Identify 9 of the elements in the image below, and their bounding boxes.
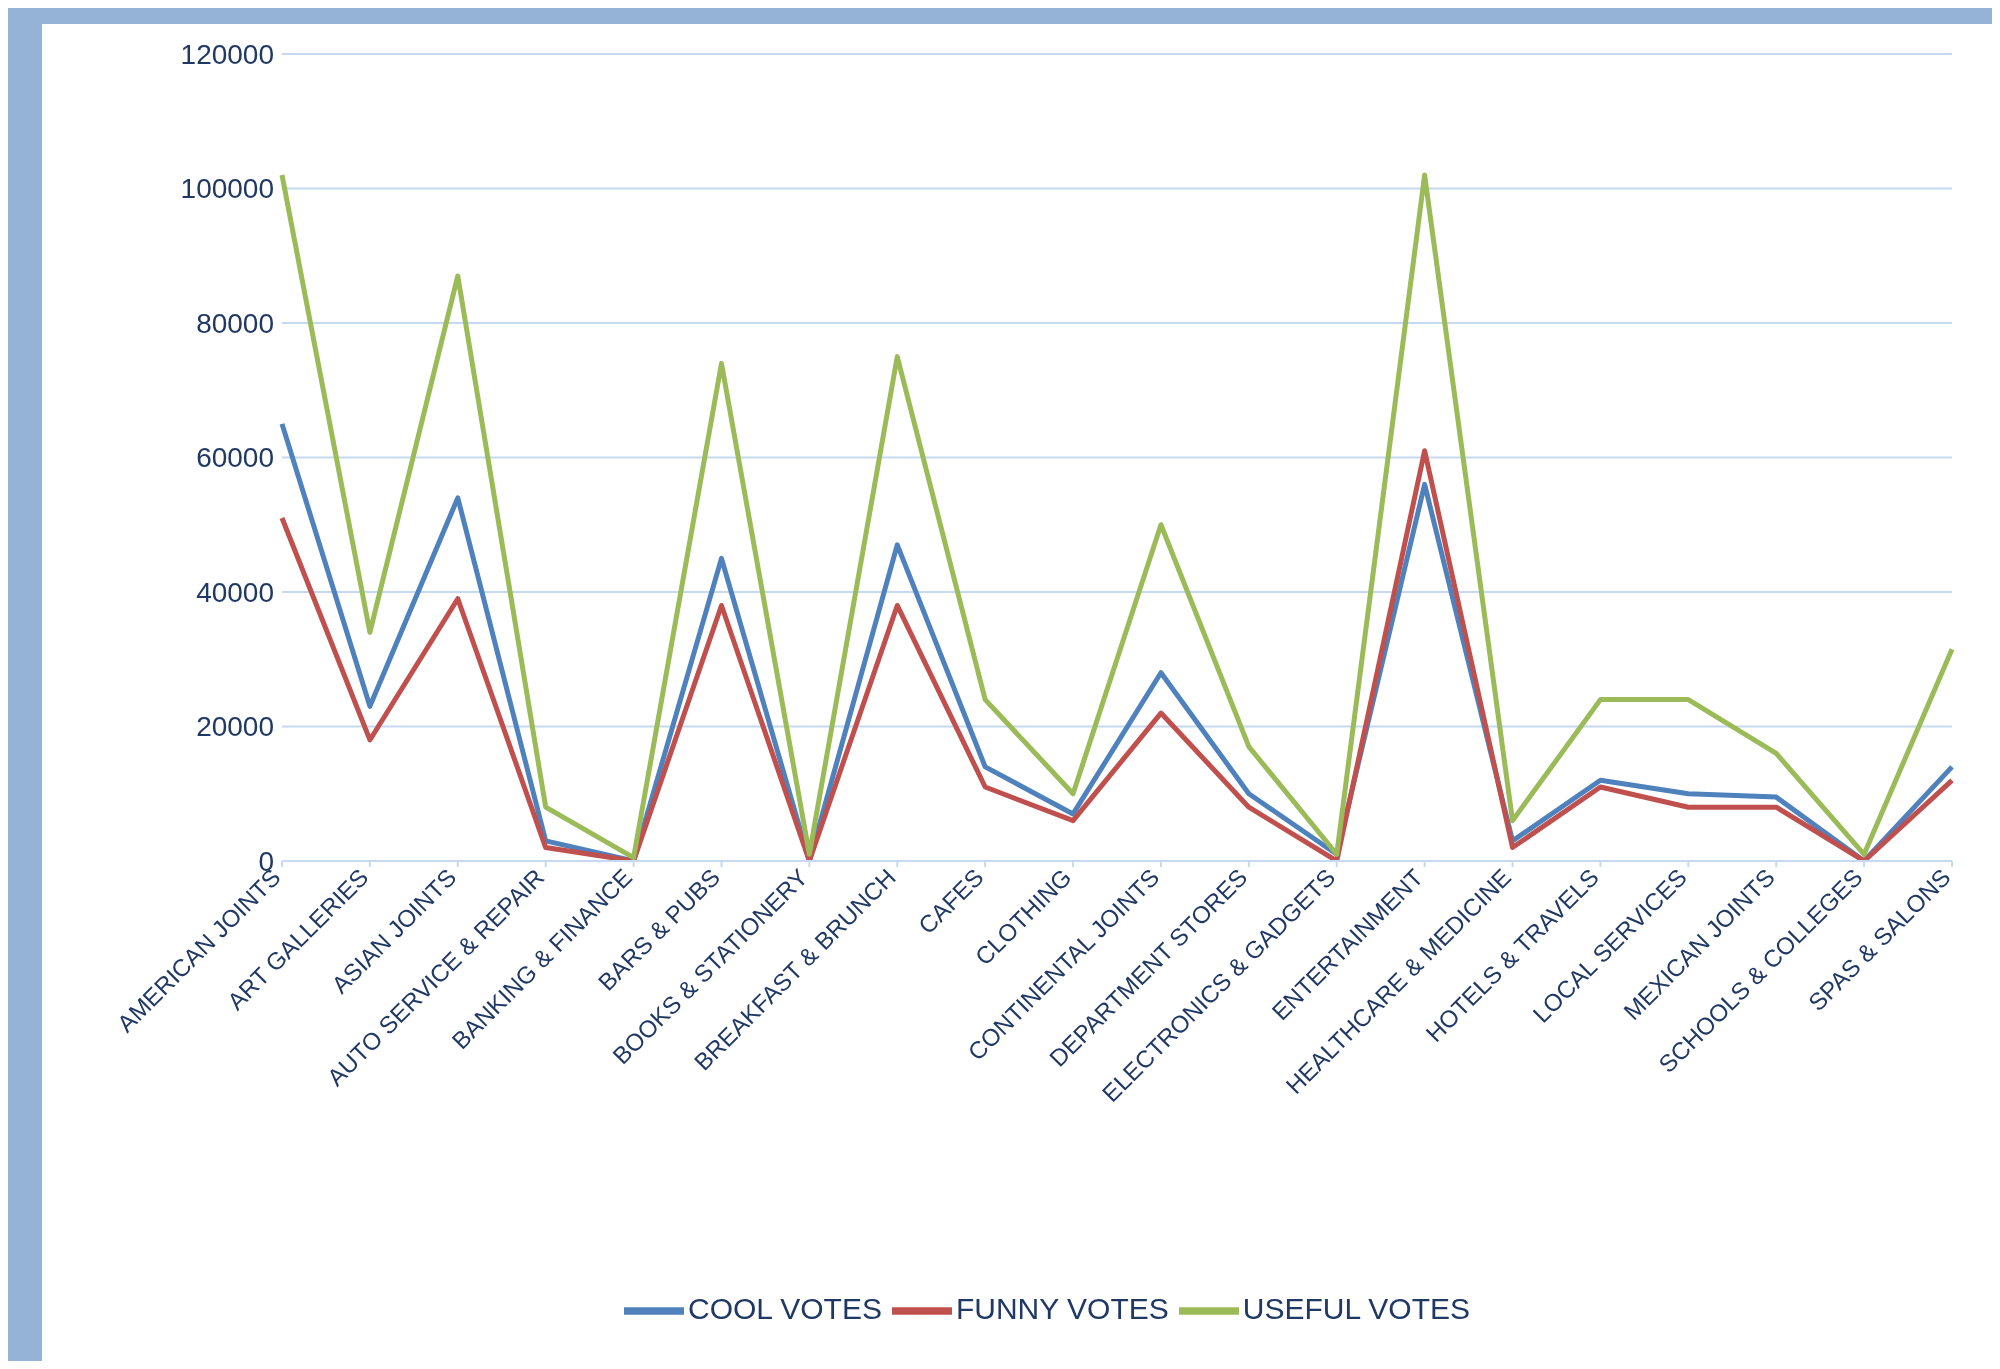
y-tick-label: 120000 (180, 38, 274, 70)
y-tick-label: 40000 (196, 576, 274, 608)
y-tick-label: 80000 (196, 307, 274, 339)
legend-label: FUNNY VOTES (955, 1291, 1169, 1325)
legend-label: COOL VOTES (687, 1291, 882, 1325)
y-tick-label: 100000 (180, 173, 274, 205)
y-tick-label: 60000 (196, 442, 274, 474)
y-tick-label: 20000 (196, 711, 274, 743)
legend-label: USEFUL VOTES (1242, 1291, 1471, 1325)
